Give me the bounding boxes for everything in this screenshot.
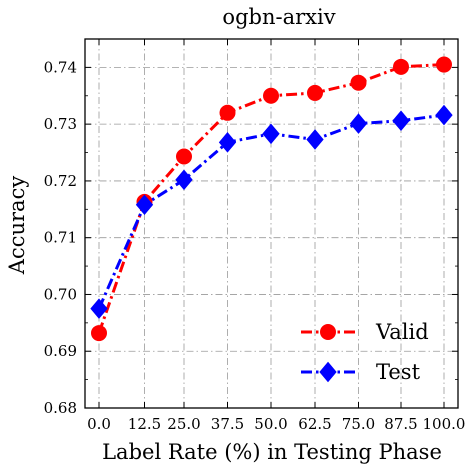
x-tick-label: 37.5	[211, 415, 244, 433]
legend-label-valid: Valid	[375, 320, 429, 344]
series-valid	[91, 56, 452, 342]
y-tick-label: 0.69	[44, 342, 77, 360]
series-test-point	[218, 132, 237, 153]
y-axis-label: Accuracy	[5, 176, 29, 276]
series-test-point	[349, 113, 368, 134]
legend-entry-valid: Valid	[301, 320, 429, 344]
y-tick-label: 0.74	[44, 58, 77, 76]
series-valid-point	[307, 84, 323, 101]
legend-entry-test: Test	[301, 360, 421, 384]
series-test-point	[135, 194, 154, 216]
y-tick-label: 0.68	[44, 399, 77, 417]
series-test	[90, 104, 453, 319]
series-test-point	[90, 298, 108, 319]
axis-ticks: 0.0 12.5 25.0 37.5 50.0 62.5 75.0 87.5 100.0 0.68…	[44, 39, 466, 433]
series-valid-point	[91, 325, 107, 342]
x-tick-label: 62.5	[298, 415, 331, 433]
series-valid-point	[350, 74, 367, 91]
series-valid-point	[176, 148, 192, 165]
y-tick-label: 0.72	[44, 172, 77, 190]
series-test-point	[306, 129, 324, 150]
x-tick-label: 0.0	[87, 415, 111, 433]
legend-label-test: Test	[376, 360, 421, 384]
x-tick-label: 87.5	[384, 415, 417, 433]
legend-marker-test	[319, 361, 337, 383]
y-tick-label: 0.70	[44, 285, 77, 303]
series-layer	[90, 56, 453, 342]
chart-title: ogbn-arxiv	[222, 5, 335, 29]
series-valid-point	[393, 58, 409, 75]
x-tick-label: 12.5	[128, 415, 161, 433]
legend-marker-valid	[320, 324, 336, 340]
series-test-point	[262, 123, 280, 145]
x-tick-label: 100.0	[423, 415, 466, 433]
x-tick-label: 50.0	[254, 415, 287, 433]
y-tick-label: 0.71	[44, 229, 77, 247]
series-valid-point	[436, 56, 452, 73]
legend: Valid Test	[301, 320, 429, 384]
series-valid-point	[219, 104, 236, 121]
series-test-point	[392, 110, 410, 132]
series-test-point	[175, 169, 193, 191]
series-test-point	[435, 104, 453, 126]
x-tick-label: 75.0	[342, 415, 375, 433]
series-test-line	[97, 113, 445, 310]
x-axis-label: Label Rate (%) in Testing Phase	[102, 440, 442, 464]
y-tick-label: 0.73	[44, 115, 77, 133]
series-valid-point	[263, 87, 279, 104]
x-tick-label: 25.0	[167, 415, 200, 433]
